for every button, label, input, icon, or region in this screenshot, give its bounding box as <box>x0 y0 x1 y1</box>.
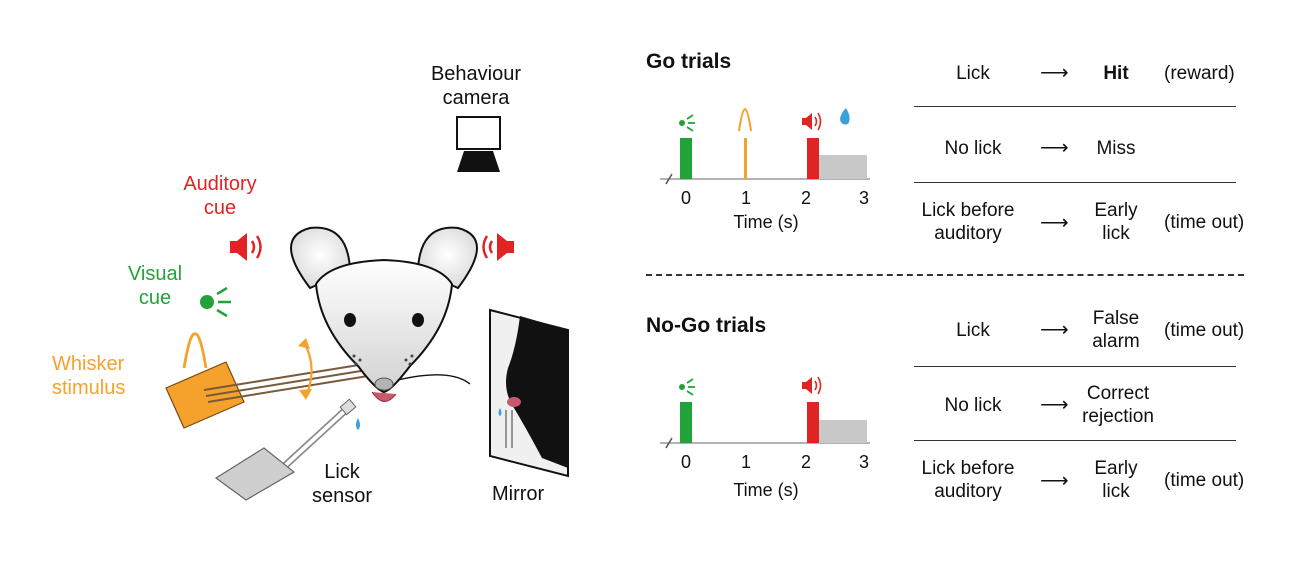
go-timeline-chart <box>660 107 870 185</box>
speaker-icon-left <box>230 233 262 261</box>
nogo-row-separator <box>914 440 1236 441</box>
arrow-icon: ⟶ <box>1040 212 1069 234</box>
nogo-trials-title: No-Go trials <box>646 314 767 337</box>
go-visual-cue-marker <box>679 114 695 132</box>
whisker-stimulus-label: Whisker stimulus <box>52 353 126 399</box>
go-tick-label: 0 <box>680 188 692 208</box>
lick-sensor-illustration <box>214 398 360 501</box>
arrow-icon: ⟶ <box>1040 394 1069 416</box>
go-x-axis-label: Time (s) <box>733 212 799 232</box>
go-outcome-action: No lick <box>944 138 1002 159</box>
go-tick-label: 1 <box>740 188 752 208</box>
go-tick-label: 2 <box>800 188 812 208</box>
nogo-tick-label: 3 <box>858 452 870 472</box>
nogo-row-separator <box>914 366 1236 367</box>
nogo-tick-label: 0 <box>680 452 692 472</box>
nogo-outcome-result: False alarm <box>1092 308 1140 352</box>
go-response-window <box>819 155 867 179</box>
go-tick-label: 3 <box>858 188 870 208</box>
go-whisker-marker <box>738 107 752 132</box>
nogo-timeline-chart <box>660 376 870 449</box>
go-auditory-bar <box>807 138 819 179</box>
go-axis-break <box>665 173 673 185</box>
go-outcome-action: Lick before auditory <box>921 200 1015 244</box>
go-outcome-note: (reward) <box>1164 63 1235 84</box>
behaviour-camera-label: Behaviour camera <box>430 63 522 109</box>
nogo-tick-label: 1 <box>740 452 752 472</box>
go-outcome-result: Miss <box>1096 138 1136 159</box>
speaker-icon-right <box>482 233 514 261</box>
nogo-outcome-result: Correct rejection <box>1082 383 1154 427</box>
mouse-head-illustration <box>290 226 478 402</box>
nogo-outcome-note: (time out) <box>1164 320 1245 341</box>
visual-cue-label: Visual cue <box>127 263 183 309</box>
lick-sensor-label: Lick sensor <box>311 461 373 507</box>
piezo-stimulator <box>165 361 369 429</box>
go-row-separator <box>914 182 1236 183</box>
nogo-auditory-bar <box>807 402 819 443</box>
nogo-tick-label: 2 <box>800 452 812 472</box>
go-outcome-result: Early lick <box>1094 200 1138 244</box>
go-visual-cue-bar <box>680 138 692 179</box>
go-reward-drop-icon <box>840 108 850 125</box>
arrow-icon: ⟶ <box>1040 470 1069 492</box>
go-outcome-note: (time out) <box>1164 212 1245 233</box>
nogo-visual-cue-bar <box>680 402 692 443</box>
nogo-response-window <box>819 420 867 443</box>
nogo-outcome-action: No lick <box>944 395 1002 416</box>
go-row-separator <box>914 106 1236 107</box>
arrow-icon: ⟶ <box>1040 62 1069 84</box>
nogo-outcome-action: Lick <box>956 320 990 341</box>
nogo-outcome-result: Early lick <box>1094 458 1138 502</box>
mirror-illustration <box>489 308 569 478</box>
whisker-pulse-icon <box>182 332 208 369</box>
go-auditory-marker <box>802 112 822 131</box>
led-icon <box>200 286 231 318</box>
deflection-arrow-icon <box>298 338 313 400</box>
nogo-visual-cue-marker <box>679 378 695 396</box>
nogo-x-axis-label: Time (s) <box>733 480 799 500</box>
arrow-icon: ⟶ <box>1040 137 1069 159</box>
nogo-outcome-action: Lick before auditory <box>921 458 1015 502</box>
arrow-icon: ⟶ <box>1040 319 1069 341</box>
go-trials-title: Go trials <box>646 50 732 73</box>
go-outcome-result: Hit <box>1103 63 1129 84</box>
mirror-label: Mirror <box>492 483 545 505</box>
go-whisker-bar <box>744 138 747 179</box>
nogo-auditory-marker <box>802 376 822 395</box>
nogo-outcome-note: (time out) <box>1164 470 1245 491</box>
nogo-axis-break <box>665 437 673 449</box>
go-nogo-divider <box>646 274 1244 276</box>
camera-icon <box>456 116 501 172</box>
auditory-cue-label: Auditory cue <box>183 173 257 219</box>
go-outcome-action: Lick <box>956 63 990 84</box>
